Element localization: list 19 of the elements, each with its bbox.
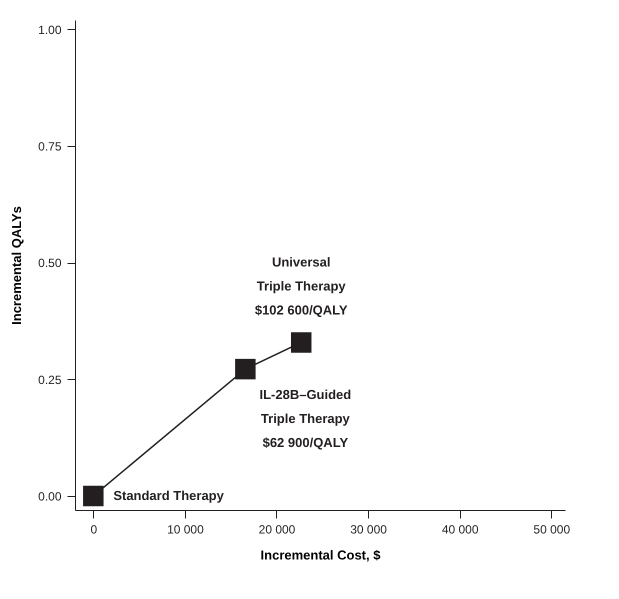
x-tick-label: 30 000	[350, 522, 388, 536]
x-tick-label: 50 000	[533, 522, 570, 536]
y-tick-label: 0.50	[38, 256, 62, 270]
y-tick-label: 0.25	[38, 372, 62, 387]
y-axis-title: Incremental QALYs	[9, 206, 24, 325]
y-tick-label: 0.00	[38, 490, 62, 504]
y-tick-label: 0.75	[38, 140, 62, 154]
point	[290, 332, 312, 353]
point	[83, 486, 104, 506]
x-tick-label: 20 000	[258, 522, 296, 536]
annotation: IL-28B–Guided Triple Therapy $62 900/QALY	[259, 387, 352, 450]
annotation: Universal Triple Therapy $102 600/QALY	[254, 254, 348, 318]
point	[235, 358, 256, 380]
y-tick-label: 1.00	[38, 22, 62, 37]
x-tick-label: 10 000	[167, 522, 204, 536]
annotation: Standard Therapy	[113, 488, 225, 503]
x-tick-label: 0	[90, 522, 98, 536]
x-tick-label: 40 000	[442, 522, 479, 536]
x-axis-title: Incremental Cost, $	[260, 548, 382, 562]
